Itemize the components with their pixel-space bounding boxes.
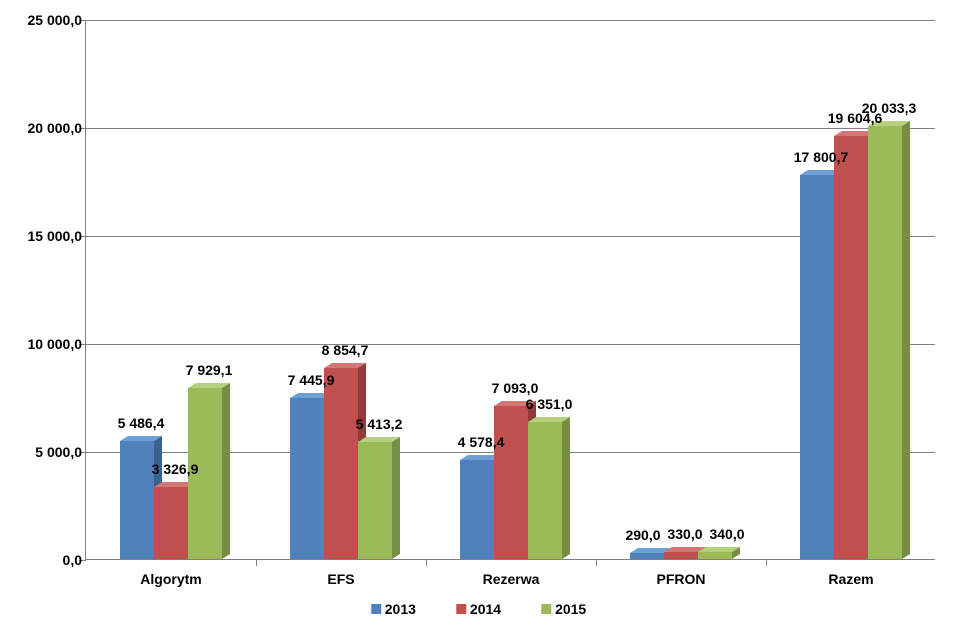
legend-swatch (541, 604, 551, 614)
data-label: 6 351,0 (526, 396, 573, 412)
y-tick-label: 5 000,0 (7, 444, 82, 460)
data-label: 8 854,7 (322, 342, 369, 358)
data-label: 290,0 (625, 527, 660, 543)
legend-item: 2013 (371, 601, 416, 617)
data-label: 3 326,9 (152, 461, 199, 477)
data-label: 330,0 (667, 526, 702, 542)
x-tick (596, 559, 597, 566)
data-label: 5 486,4 (118, 415, 165, 431)
y-tick-label: 25 000,0 (7, 12, 82, 28)
data-label: 7 093,0 (492, 380, 539, 396)
x-tick (766, 559, 767, 566)
grid-line (86, 20, 935, 21)
y-tick-label: 20 000,0 (7, 120, 82, 136)
data-label: 340,0 (709, 526, 744, 542)
bar (834, 136, 868, 559)
y-tick-label: 10 000,0 (7, 336, 82, 352)
bar (698, 552, 732, 559)
legend-swatch (456, 604, 466, 614)
x-category-label: Rezerwa (483, 571, 540, 587)
y-tick-label: 15 000,0 (7, 228, 82, 244)
chart-container: Algorytm 5 486,4 3 326,9 7 929,1 EFS 7 445,9 8… (0, 0, 957, 623)
legend-label: 2013 (385, 601, 416, 617)
bar (358, 442, 392, 559)
data-label: 7 929,1 (186, 362, 233, 378)
y-tick-label: 0,0 (7, 552, 82, 568)
bar (800, 175, 834, 559)
x-tick (426, 559, 427, 566)
data-label: 20 033,3 (862, 100, 917, 116)
bar (460, 460, 494, 559)
bar (868, 126, 902, 559)
data-label: 4 578,4 (458, 434, 505, 450)
grid-line (86, 128, 935, 129)
bar (120, 441, 154, 560)
x-tick (256, 559, 257, 566)
x-category-label: EFS (327, 571, 354, 587)
legend-label: 2014 (470, 601, 501, 617)
bar (630, 553, 664, 559)
bar (664, 552, 698, 559)
legend: 2013 2014 2015 (371, 601, 586, 617)
x-category-label: Razem (828, 571, 873, 587)
x-category-label: PFRON (657, 571, 706, 587)
data-label: 5 413,2 (356, 416, 403, 432)
data-label: 7 445,9 (288, 372, 335, 388)
bar (494, 406, 528, 559)
data-label: 17 800,7 (794, 149, 849, 165)
plot-area: Algorytm5 486,43 326,97 929,1EFS7 445,98… (85, 20, 935, 560)
legend-swatch (371, 604, 381, 614)
legend-label: 2015 (555, 601, 586, 617)
legend-item: 2015 (541, 601, 586, 617)
bar (324, 368, 358, 559)
bar (290, 398, 324, 559)
bar (528, 422, 562, 559)
legend-item: 2014 (456, 601, 501, 617)
x-category-label: Algorytm (140, 571, 201, 587)
bar (154, 487, 188, 559)
